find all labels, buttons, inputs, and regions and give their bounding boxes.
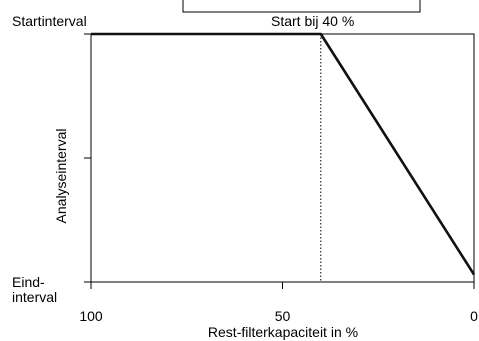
series-group (91, 32, 476, 276)
x-axis: 100 50 0 (79, 282, 478, 324)
x-tick-label-0: 100 (79, 308, 103, 324)
start-annotation: Start bij 40 % (271, 13, 354, 29)
x-tick-label-1: 50 (275, 308, 291, 324)
y-axis (84, 33, 91, 283)
y-tick-label-start: Startinterval (12, 13, 87, 29)
x-tick-label-2: 0 (470, 308, 478, 324)
y-tick-label-end-line2: interval (12, 289, 57, 305)
series-line-0 (91, 32, 476, 276)
y-axis-title: Analyseinterval (53, 129, 69, 224)
x-axis-title: Rest-filterkapaciteit in % (208, 324, 358, 340)
plot-frame (90, 33, 475, 283)
y-tick-label-end-line1: Eind- (12, 274, 45, 290)
top-box-fragment (182, 0, 421, 13)
